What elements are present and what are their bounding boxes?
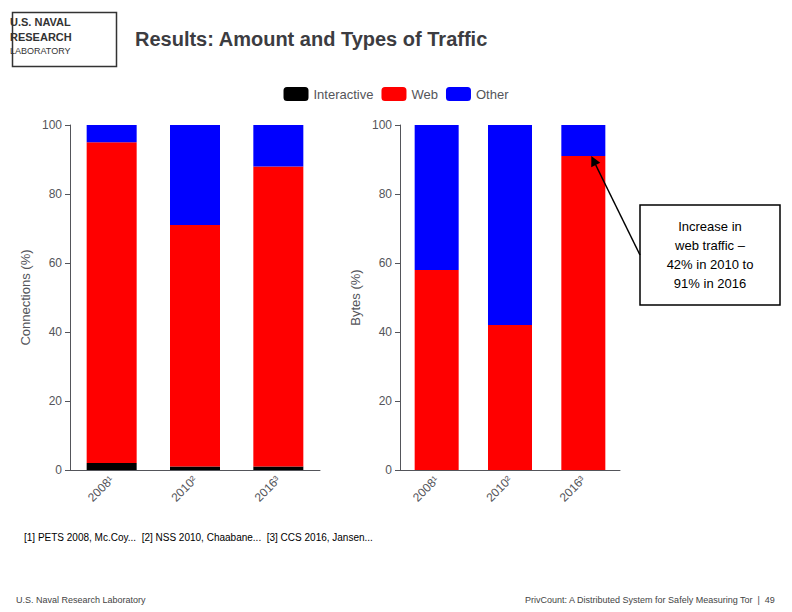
svg-text:Other: Other [476,87,509,102]
svg-text:40: 40 [49,325,63,339]
svg-text:Web: Web [411,87,438,102]
svg-text:Connections (%): Connections (%) [18,249,33,345]
svg-text:20: 20 [49,394,63,408]
svg-text:Results: Amount and Types of T: Results: Amount and Types of Traffic [135,28,487,50]
svg-text:U.S. Naval Research Laboratory: U.S. Naval Research Laboratory [16,595,146,605]
svg-text:PrivCount: A Distributed Syste: PrivCount: A Distributed System for Safe… [525,595,775,605]
svg-text:LABORATORY: LABORATORY [10,46,71,56]
svg-text:2008¹: 2008¹ [410,473,442,505]
svg-text:Bytes (%): Bytes (%) [348,269,363,325]
svg-text:80: 80 [379,187,393,201]
svg-text:U.S. NAVAL: U.S. NAVAL [10,16,71,28]
svg-text:60: 60 [49,256,63,270]
svg-text:42% in 2010 to: 42% in 2010 to [667,257,754,272]
svg-text:Increase in: Increase in [678,219,742,234]
svg-text:web traffic –: web traffic – [674,238,746,253]
svg-text:91% in 2016: 91% in 2016 [674,276,746,291]
svg-text:0: 0 [385,463,392,477]
svg-text:Interactive: Interactive [314,87,374,102]
svg-text:2010²: 2010² [168,473,200,505]
svg-text:2016³: 2016³ [557,473,589,505]
svg-text:[1] PETS 2008, Mc.Coy... [2]: [1] PETS 2008, Mc.Coy... [2] NSS 2010, C… [24,532,373,543]
svg-text:80: 80 [49,187,63,201]
svg-text:0: 0 [55,463,62,477]
svg-text:2016³: 2016³ [252,473,284,505]
svg-text:RESEARCH: RESEARCH [10,31,72,43]
svg-text:100: 100 [372,118,392,132]
svg-text:100: 100 [42,118,62,132]
svg-text:60: 60 [379,256,393,270]
svg-text:20: 20 [379,394,393,408]
svg-text:2010²: 2010² [483,473,515,505]
svg-text:40: 40 [379,325,393,339]
svg-text:2008¹: 2008¹ [85,473,117,505]
